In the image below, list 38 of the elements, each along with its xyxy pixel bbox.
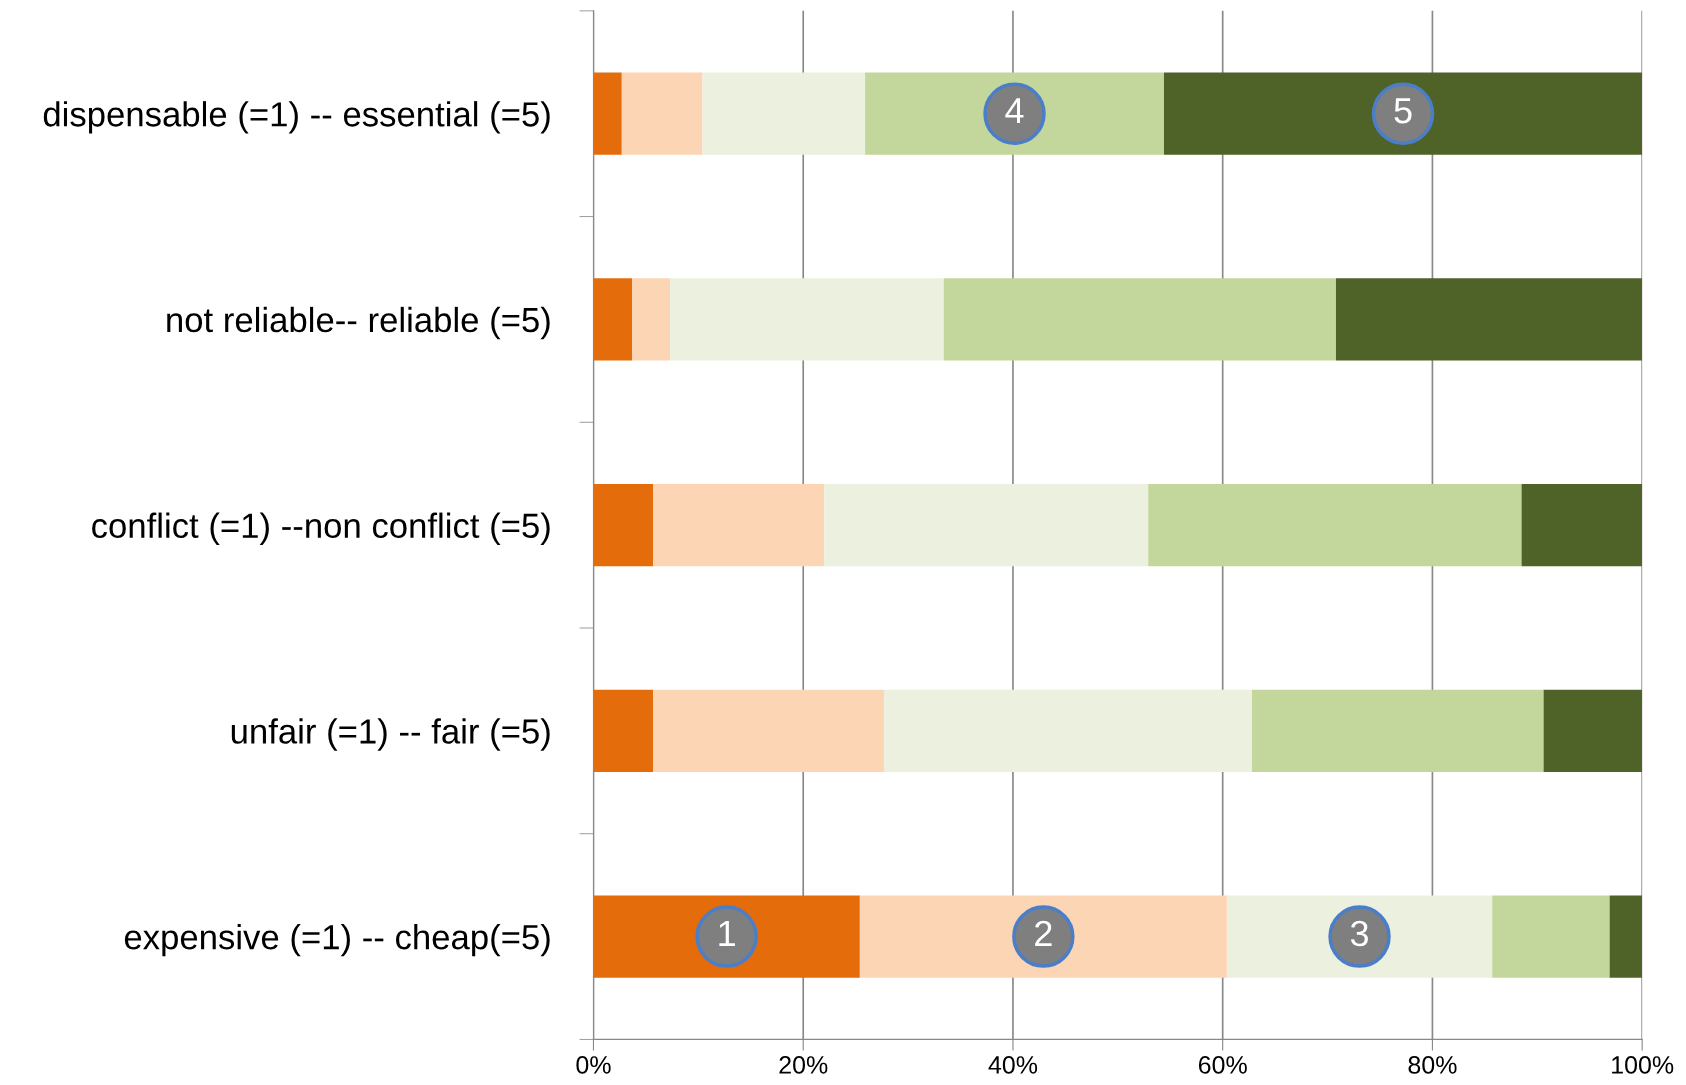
x-tick-label: 60% [1198,1056,1247,1074]
bar [1335,278,1643,361]
y-tick-label: expensive (=1) -- cheap(=5) [124,923,550,957]
annotation: 4 [1005,98,1024,124]
bar [1543,689,1643,772]
bar [883,689,1253,772]
x-tick-label: 0% [576,1056,611,1074]
bar [593,484,654,567]
bar [653,484,825,567]
bar [593,689,654,772]
y-tick-label: dispensable (=1) -- essential (=5) [43,101,550,134]
bar [621,72,703,155]
bar [824,484,1149,567]
annotation: 5 [1394,98,1412,124]
annotation: 3 [1350,920,1368,947]
bar [1521,484,1643,567]
y-tick-label: conflict (=1) --non conflict (=5) [92,512,550,545]
bar [593,278,633,361]
bar [593,72,622,155]
bar [670,278,944,361]
x-tick-label: 100% [1612,1056,1674,1074]
bar [1252,689,1544,772]
bar [943,278,1336,361]
y-tick-label: not reliable-- reliable (=5) [167,306,550,340]
bar [702,72,866,155]
bar [859,895,1227,978]
annotation: 2 [1035,920,1052,946]
bar [1148,484,1522,567]
bar [1609,895,1643,978]
bar [1163,72,1643,155]
x-tick-label: 40% [988,1056,1038,1074]
x-tick-label: 80% [1408,1056,1457,1074]
bar [1492,895,1610,978]
bar [653,689,884,772]
annotation: 1 [719,921,735,946]
bar [632,278,671,361]
x-tick-label: 20% [779,1056,828,1074]
y-tick-label: unfair (=1) -- fair (=5) [231,718,550,751]
